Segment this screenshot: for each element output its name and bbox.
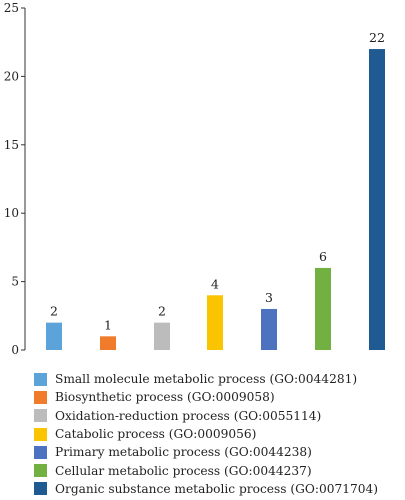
bar — [369, 49, 385, 350]
bar-value-label: 1 — [104, 317, 112, 332]
bar — [46, 322, 62, 350]
y-tick-label: 20 — [4, 69, 19, 83]
bar-value-label: 22 — [369, 30, 385, 45]
legend-label: Organic substance metabolic process (GO:… — [55, 481, 378, 496]
legend-label: Catabolic process (GO:0009056) — [55, 427, 257, 442]
bar — [207, 295, 223, 350]
legend-label: Small molecule metabolic process (GO:004… — [55, 372, 358, 387]
bar — [154, 322, 170, 350]
y-tick-label: 15 — [4, 138, 19, 152]
y-axis: 0 5 10 15 20 25 — [4, 1, 26, 357]
bar-value-label: 4 — [211, 276, 219, 291]
value-labels: 2 1 2 4 3 6 22 — [50, 30, 385, 332]
y-tick-label: 10 — [4, 206, 19, 220]
legend-swatch — [34, 445, 47, 459]
legend-label: Cellular metabolic process (GO:0044237) — [55, 463, 312, 478]
legend-item: Small molecule metabolic process (GO:004… — [34, 370, 405, 388]
legend-item: Organic substance metabolic process (GO:… — [34, 480, 405, 498]
legend-swatch — [34, 427, 47, 441]
bar — [261, 308, 277, 350]
legend-swatch — [34, 372, 47, 386]
legend-item: Oxidation-reduction process (GO:0055114) — [34, 407, 405, 425]
legend-swatch — [34, 482, 47, 496]
legend: Small molecule metabolic process (GO:004… — [34, 370, 405, 498]
legend-swatch — [34, 464, 47, 478]
legend-label: Biosynthetic process (GO:0009058) — [55, 390, 275, 405]
y-tick-label: 5 — [11, 275, 19, 289]
bar — [315, 267, 331, 350]
bar — [100, 336, 116, 350]
legend-label: Primary metabolic process (GO:0044238) — [55, 445, 312, 460]
bar-value-label: 6 — [319, 249, 327, 264]
legend-label: Oxidation-reduction process (GO:0055114) — [55, 408, 322, 423]
legend-item: Primary metabolic process (GO:0044238) — [34, 443, 405, 461]
legend-swatch — [34, 390, 47, 404]
y-tick-label: 25 — [4, 1, 19, 15]
bar-value-label: 2 — [50, 304, 58, 319]
legend-item: Cellular metabolic process (GO:0044237) — [34, 461, 405, 479]
legend-item: Catabolic process (GO:0009056) — [34, 425, 405, 443]
bar-value-label: 2 — [158, 304, 166, 319]
bars — [46, 49, 385, 350]
bar-chart: 0 5 10 15 20 25 2 1 2 4 3 6 22 — [4, 1, 385, 357]
legend-item: Biosynthetic process (GO:0009058) — [34, 388, 405, 406]
bar-value-label: 3 — [265, 290, 273, 305]
legend-swatch — [34, 409, 47, 423]
y-tick-label: 0 — [11, 343, 19, 357]
